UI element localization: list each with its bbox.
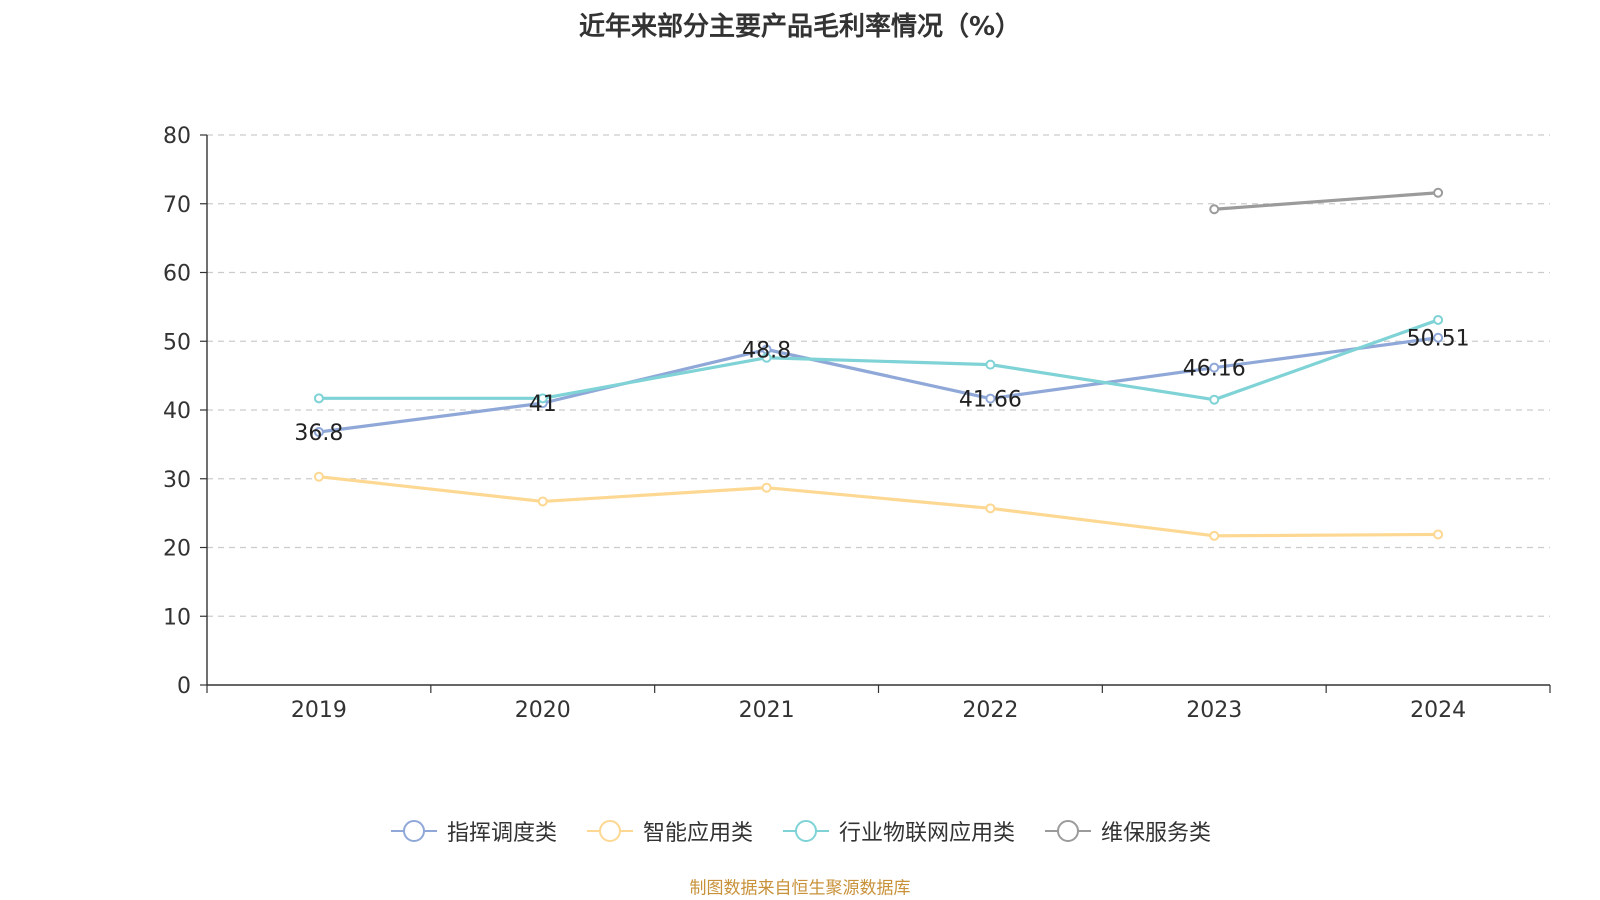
series-line-3 [318, 318, 1439, 402]
data-point [1209, 394, 1220, 405]
legend-marker-icon [390, 820, 437, 842]
series-lines [313, 187, 1444, 541]
grid-lines [207, 134, 1550, 617]
legend-label: 行业物联网应用类 [839, 821, 1016, 846]
legend-marker-icon [586, 820, 633, 842]
legend-item[interactable]: 行业物联网应用类 [781, 815, 1015, 847]
series-line-4 [1214, 191, 1439, 211]
legend-item[interactable]: 智能应用类 [585, 815, 753, 847]
data-point [1433, 314, 1444, 325]
data-label: 36.8 [294, 421, 343, 446]
y-tick-label: 60 [163, 262, 191, 287]
data-point [313, 471, 324, 482]
y-tick-label: 10 [163, 605, 191, 630]
source-note: 制图数据来自恒生聚源数据库 [689, 878, 911, 899]
data-point [1433, 332, 1444, 343]
data-point [1209, 362, 1220, 373]
data-label: 41 [529, 392, 557, 417]
data-point [1209, 204, 1220, 215]
data-label: 48.8 [742, 339, 791, 364]
series-line-2 [318, 475, 1439, 538]
legend: 指挥调度类 智能应用类 行业物联网应用类 维保服务类 [0, 815, 1600, 847]
legend-label: 智能应用类 [642, 821, 753, 846]
data-point [537, 393, 548, 404]
y-tick-label: 40 [163, 399, 191, 424]
x-tick-label: 2023 [1186, 698, 1242, 723]
data-point [761, 352, 772, 363]
data-label: 41.66 [959, 388, 1022, 413]
x-tick-label: 2022 [962, 698, 1018, 723]
data-point [985, 503, 996, 514]
data-point [313, 393, 324, 404]
legend-label: 指挥调度类 [446, 821, 557, 846]
data-point [313, 427, 324, 437]
data-point [537, 496, 548, 507]
x-tick-label: 2021 [739, 698, 795, 723]
y-tick-label: 0 [177, 674, 191, 699]
chart-title: 近年来部分主要产品毛利率情况（%） [578, 12, 1022, 42]
y-tick-label: 20 [163, 537, 191, 562]
y-tick-label: 50 [163, 330, 191, 355]
x-tick-label: 2019 [291, 698, 347, 723]
data-point [1433, 187, 1444, 198]
data-point [985, 359, 996, 370]
data-label: 50.51 [1407, 327, 1470, 352]
series-line-1 [318, 336, 1439, 434]
data-point [1209, 530, 1220, 541]
x-tick-label: 2020 [515, 698, 571, 723]
data-point [985, 393, 996, 404]
y-tick-label: 30 [163, 468, 191, 493]
legend-marker-icon [1045, 820, 1092, 842]
y-tick-label: 80 [163, 124, 191, 149]
legend-item[interactable]: 指挥调度类 [389, 815, 557, 847]
data-label: 46.16 [1183, 357, 1246, 382]
x-tick-label: 2024 [1410, 698, 1466, 723]
data-point [1433, 529, 1444, 540]
legend-marker-icon [783, 820, 829, 842]
legend-item[interactable]: 维保服务类 [1043, 815, 1211, 847]
data-labels: 36.8 41 48.8 41.66 46.16 50.51 [294, 327, 1469, 446]
axes: 0 10 20 30 40 50 60 70 80 2019 2020 2021 2022 2023 202… [163, 124, 1551, 723]
y-tick-label: 70 [163, 193, 191, 218]
data-point [761, 482, 772, 493]
legend-label: 维保服务类 [1101, 821, 1212, 846]
